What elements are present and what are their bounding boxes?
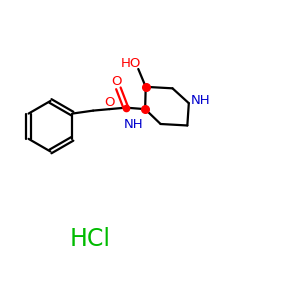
Text: NH: NH — [190, 94, 210, 107]
Text: HO: HO — [121, 57, 141, 70]
Text: NH: NH — [124, 118, 144, 131]
Text: O: O — [104, 96, 115, 109]
Text: HCl: HCl — [70, 227, 111, 251]
Text: O: O — [112, 75, 122, 88]
